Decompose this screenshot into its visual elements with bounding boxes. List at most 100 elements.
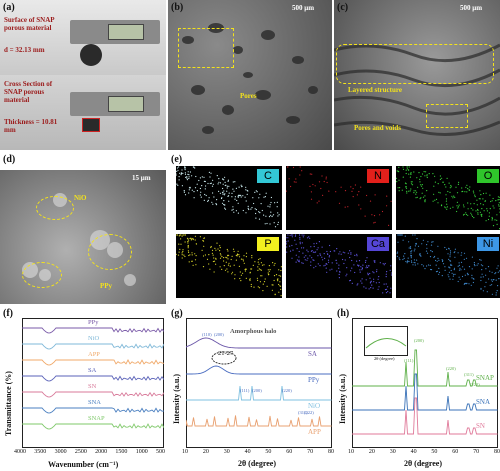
panel-label: (b): [171, 2, 184, 13]
particle-texture: [22, 193, 136, 286]
ppy-ellipse-1: [88, 234, 132, 270]
xrd-g-label-app: APP: [308, 428, 321, 436]
xrd-h-xtick: 10: [348, 449, 354, 455]
ftir-plot-frame: [22, 318, 164, 448]
ftir-xtick: 500: [156, 449, 165, 455]
eds-map-ni: Ni: [396, 234, 500, 298]
diameter-value: d = 32.13 mm: [4, 46, 45, 54]
xrd-h-peak-label: (200): [414, 338, 424, 343]
ftir-xtick: 2500: [74, 449, 87, 455]
xrd-g-curve-ppy: [186, 365, 332, 375]
ftir-label-sn: SN: [88, 383, 97, 390]
xrd-g-peak-label: (200): [214, 332, 224, 337]
xrd-g-xtick: 10: [182, 449, 188, 455]
panel-label: (h): [337, 308, 350, 319]
eds-dots: [396, 166, 500, 230]
xrd-h-curve-sn: [352, 397, 498, 435]
ftir-label-nio: NiO: [88, 335, 100, 342]
pores-annotation: Pores: [240, 92, 257, 100]
xrd-h-xtick: 40: [410, 449, 417, 455]
panel-label: (a): [3, 2, 15, 13]
xrd-h-xtick: 30: [389, 449, 396, 455]
layer-texture: [334, 43, 500, 136]
ppy-annotation: PPy: [100, 282, 113, 290]
xrd-g-curve-app: [186, 415, 332, 427]
xrd-g-xtick: 40: [244, 449, 251, 455]
ftir-curve-app: [22, 359, 164, 366]
scale-bar: 500 μm: [460, 4, 482, 12]
xrd-g-label-ppy: PPy: [308, 376, 320, 384]
xrd-g-label-sa: SA: [308, 350, 317, 358]
xrd-h-label-sn: SN: [476, 422, 485, 430]
panel-e: (e) C N O P Ca Ni: [168, 152, 500, 304]
layered-box: [336, 44, 494, 84]
ftir-xtick: 3500: [34, 449, 47, 455]
caliper-display-top: [108, 24, 144, 40]
xrd-h-xlabel: 2θ (degree): [404, 459, 443, 468]
panel-h: (h) 2θ (degree) Intensity (a.u.) 2θ (deg…: [334, 306, 500, 471]
xrd-g-peak-label: (110): [202, 332, 212, 337]
ftir-label-ppy: PPy: [88, 319, 99, 326]
halo-ellipse: [211, 351, 237, 365]
xrd-g-peak-label: (220): [282, 388, 292, 393]
eds-map-c: C: [176, 166, 282, 230]
eds-dots: [286, 234, 392, 294]
ftir-ylabel: Transmittance (%): [4, 371, 13, 436]
xrd-g-xtick: 60: [286, 449, 293, 455]
panel-d: NiO PPy (d) 15 μm: [0, 152, 166, 304]
xrd-g-curve-sa: [186, 337, 332, 349]
ftir-curve-nio: [22, 343, 164, 350]
panel-label: (f): [3, 308, 13, 319]
xrd-h-inset: [364, 326, 408, 356]
xrd-h-peak-label: (311): [464, 372, 474, 377]
eds-map-o: O: [396, 166, 500, 230]
sample-disc: [80, 44, 102, 66]
thickness-value: Thickness = 10.81 mm: [4, 118, 58, 134]
nio-annotation: NiO: [74, 194, 87, 202]
ftir-xlabel: Wavenumber (cm⁻¹): [48, 460, 119, 469]
scale-text: 500 μm: [292, 4, 315, 12]
xrd-g-xtick: 50: [265, 449, 272, 455]
xrd-h-peak-label: (222): [470, 382, 480, 387]
xrd-g-xtick: 30: [223, 449, 230, 455]
ftir-label-sa: SA: [88, 367, 97, 374]
eds-dots: [396, 234, 500, 296]
xrd-h-curve-sna: [352, 373, 498, 411]
scale-bar: 500 μm: [292, 4, 314, 12]
panel-b: Pores (b) 500 μm: [168, 0, 332, 150]
panel-a: (a) Surface of SNAP porous material d = …: [0, 0, 166, 150]
xrd-h-ylabel: Intensity (a.u.): [338, 373, 347, 424]
xrd-h-peak-label: (111): [404, 358, 414, 363]
xrd-g-curve-nio: [186, 385, 332, 401]
element-tag: C: [257, 169, 279, 183]
cross-title: Cross Section of SNAP porous material: [4, 80, 53, 104]
xrd-h-xtick: 50: [431, 449, 438, 455]
halo-range: 21-27: [218, 350, 234, 357]
element-tag: O: [477, 169, 499, 183]
xrd-g-xtick: 80: [328, 449, 334, 455]
xrd-g-ylabel: Intensity (a.u.): [172, 373, 181, 424]
panel-label: (e): [171, 154, 183, 165]
panel-g: (g) Amorphous halo 21-27 Intensity (a.u.…: [168, 306, 334, 471]
ftir-curve-snap: [22, 423, 164, 430]
panel-label: (c): [337, 2, 349, 13]
ftir-curve-ppy: [22, 327, 164, 334]
xrd-g-peak-label: (222): [304, 410, 314, 415]
scale-text: 15 μm: [132, 174, 151, 182]
ftir-curve-sn: [22, 391, 164, 398]
xrd-g-peak-label: (111): [240, 388, 250, 393]
pores-box: [178, 28, 234, 68]
eds-map-ca: Ca: [286, 234, 392, 298]
ftir-label-app: APP: [88, 351, 100, 358]
xrd-h-label-snap: SNAP: [476, 374, 494, 382]
ftir-curves: [22, 327, 164, 430]
inset-curve: [365, 338, 407, 349]
ftir-xtick: 1000: [135, 449, 148, 455]
ppy-ellipse-2: [22, 262, 62, 288]
xrd-g-peak-label: (200): [252, 388, 262, 393]
ftir-xtick: 1500: [115, 449, 128, 455]
eds-dots: [176, 166, 280, 228]
element-tag: Ca: [367, 237, 389, 251]
pores-voids-box: [426, 104, 468, 128]
eds-map-p: P: [176, 234, 282, 298]
